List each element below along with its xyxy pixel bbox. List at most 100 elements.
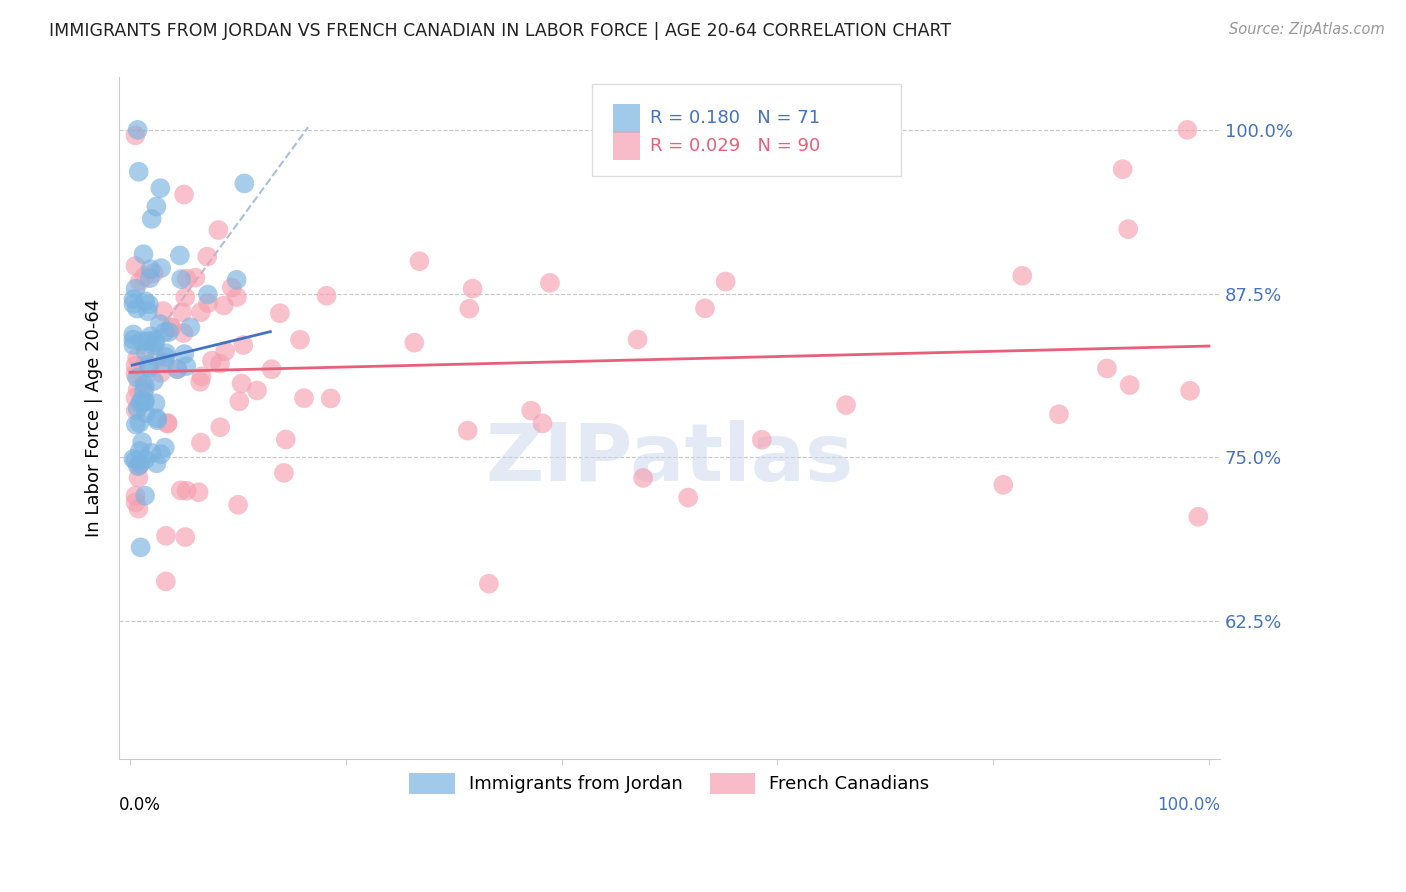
Point: [155, 529, 177, 543]
Point: [153, 441, 176, 455]
Point: [142, 266, 165, 280]
Point: [173, 326, 195, 340]
Point: [174, 359, 197, 373]
Text: ZIPatlas: ZIPatlas: [485, 420, 853, 498]
FancyBboxPatch shape: [613, 131, 640, 160]
Point: [173, 347, 195, 361]
Point: [128, 443, 150, 458]
Point: [134, 269, 156, 284]
Point: [1011, 268, 1033, 283]
Point: [197, 287, 219, 301]
Point: [150, 261, 173, 276]
Point: [274, 433, 297, 447]
Point: [228, 394, 250, 409]
Point: [125, 301, 148, 316]
Point: [457, 424, 479, 438]
Point: [145, 335, 167, 350]
Point: [1095, 361, 1118, 376]
Point: [195, 250, 218, 264]
Text: 0.0%: 0.0%: [120, 797, 162, 814]
Point: [138, 361, 160, 376]
Point: [156, 416, 179, 430]
Point: [169, 248, 191, 262]
Point: [233, 177, 256, 191]
Point: [129, 457, 152, 471]
Point: [122, 451, 145, 466]
Point: [288, 333, 311, 347]
Point: [122, 327, 145, 342]
Point: [127, 459, 149, 474]
Point: [1116, 222, 1139, 236]
Point: [124, 282, 146, 296]
Point: [184, 270, 207, 285]
Point: [155, 350, 177, 364]
Point: [166, 362, 188, 376]
Point: [124, 495, 146, 509]
Point: [124, 359, 146, 373]
FancyBboxPatch shape: [592, 84, 901, 177]
Point: [142, 374, 165, 388]
Point: [146, 411, 169, 425]
Text: IMMIGRANTS FROM JORDAN VS FRENCH CANADIAN IN LABOR FORCE | AGE 20-64 CORRELATION: IMMIGRANTS FROM JORDAN VS FRENCH CANADIA…: [49, 22, 952, 40]
Point: [531, 417, 554, 431]
Point: [128, 416, 150, 430]
Point: [269, 306, 291, 320]
Point: [134, 344, 156, 359]
Point: [131, 435, 153, 450]
Point: [125, 370, 148, 384]
Legend: Immigrants from Jordan, French Canadians: Immigrants from Jordan, French Canadians: [402, 765, 936, 801]
Point: [170, 272, 193, 286]
Point: [129, 396, 152, 410]
Point: [221, 280, 243, 294]
Point: [292, 391, 315, 405]
Point: [138, 358, 160, 372]
Point: [207, 223, 229, 237]
Point: [626, 333, 648, 347]
Point: [127, 383, 149, 397]
Point: [124, 391, 146, 405]
Point: [146, 413, 169, 427]
Point: [538, 276, 561, 290]
Point: [174, 530, 197, 544]
Point: [160, 321, 183, 335]
Point: [141, 446, 163, 460]
Point: [128, 275, 150, 289]
Point: [170, 483, 193, 498]
Point: [214, 344, 236, 359]
Text: R = 0.180   N = 71: R = 0.180 N = 71: [650, 110, 820, 128]
FancyBboxPatch shape: [613, 104, 640, 133]
Point: [153, 356, 176, 370]
Point: [134, 394, 156, 409]
Point: [139, 262, 162, 277]
Point: [149, 366, 172, 380]
Point: [149, 181, 172, 195]
Point: [179, 320, 201, 334]
Point: [714, 275, 737, 289]
Point: [134, 489, 156, 503]
Point: [143, 333, 166, 347]
Point: [152, 304, 174, 318]
Point: [128, 458, 150, 473]
Point: [209, 420, 232, 434]
Point: [190, 435, 212, 450]
Point: [993, 478, 1015, 492]
Point: [190, 305, 212, 319]
Point: [134, 377, 156, 392]
Point: [122, 297, 145, 311]
Point: [139, 329, 162, 343]
Point: [122, 292, 145, 306]
Point: [124, 489, 146, 503]
Point: [225, 290, 247, 304]
Point: [125, 351, 148, 365]
Point: [124, 453, 146, 467]
Point: [145, 200, 167, 214]
Point: [176, 483, 198, 498]
Point: [129, 541, 152, 555]
Text: 100.0%: 100.0%: [1157, 797, 1220, 814]
Point: [631, 471, 654, 485]
Point: [1178, 384, 1201, 398]
Point: [404, 335, 426, 350]
Point: [156, 417, 179, 431]
Y-axis label: In Labor Force | Age 20-64: In Labor Force | Age 20-64: [86, 299, 103, 537]
Point: [155, 346, 177, 360]
